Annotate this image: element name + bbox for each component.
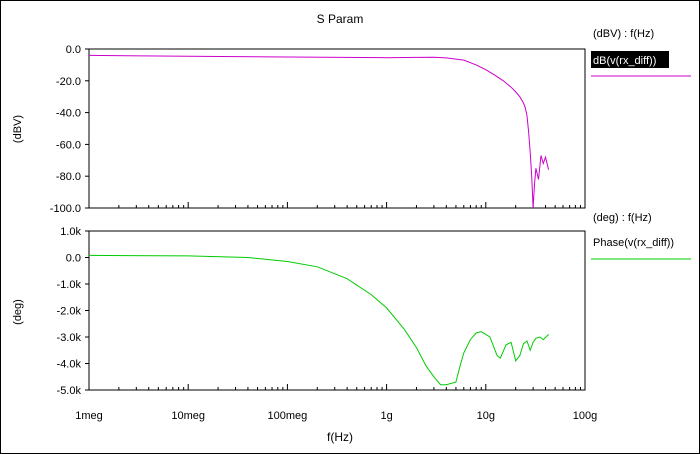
magnitude-y-tick-label: 0.0 (66, 44, 81, 56)
magnitude-y-tick-label: -60.0 (56, 139, 81, 151)
x-tick-label: 100meg (268, 410, 308, 422)
phase-y-tick-label: -3.0k (57, 332, 82, 344)
x-tick-label: 10meg (171, 410, 205, 422)
phase-ylabel: (deg) (12, 299, 24, 325)
phase-plot-frame (88, 230, 586, 391)
magnitude-y-axis: 0.0 -20.0 -40.0 -60.0 -80.0 -100.0 (50, 44, 89, 215)
phase-y-tick-label: -1.0k (57, 279, 82, 291)
magnitude-y-tick-label: -40.0 (56, 108, 81, 120)
magnitude-y-tick-label: -80.0 (56, 171, 81, 183)
x-tick-label: 100g (573, 410, 597, 422)
phase-y-tick-label: 1.0k (60, 226, 81, 238)
phase-x-ticks (88, 384, 586, 390)
phase-legend-series-name[interactable]: Phase(v(rx_diff)) (593, 237, 674, 249)
phase-y-tick-label: 0.0 (66, 253, 81, 265)
magnitude-plot-frame (88, 48, 586, 209)
phase-y-tick-label: -2.0k (57, 306, 82, 318)
phase-legend-axis-label: (deg) : f(Hz) (593, 212, 652, 224)
magnitude-legend-highlight (591, 51, 669, 68)
magnitude-series-line (88, 54, 550, 209)
magnitude-x-ticks (88, 202, 586, 208)
x-tick-label: 1g (380, 410, 392, 422)
x-axis-label: f(Hz) (327, 430, 353, 444)
x-tick-label: 1meg (75, 410, 103, 422)
phase-series-line (88, 254, 549, 386)
magnitude-legend-axis-label: (dBV) : f(Hz) (593, 28, 654, 40)
phase-y-axis: 1.0k 0.0 -1.0k -2.0k -3.0k -4.0k -5.0k (57, 226, 89, 397)
chart-title: S Param (317, 12, 364, 26)
x-axis-tick-labels: 1meg 10meg 100meg 1g 10g 100g (75, 410, 597, 422)
phase-y-tick-label: -4.0k (57, 359, 82, 371)
magnitude-ylabel: (dBV) (12, 115, 24, 143)
magnitude-y-tick-label: -20.0 (56, 76, 81, 88)
x-tick-label: 10g (477, 410, 495, 422)
magnitude-legend-series-name[interactable]: dB(v(rx_diff)) (593, 55, 656, 67)
phase-y-tick-label: -5.0k (57, 385, 82, 397)
magnitude-y-tick-label: -100.0 (50, 203, 81, 215)
